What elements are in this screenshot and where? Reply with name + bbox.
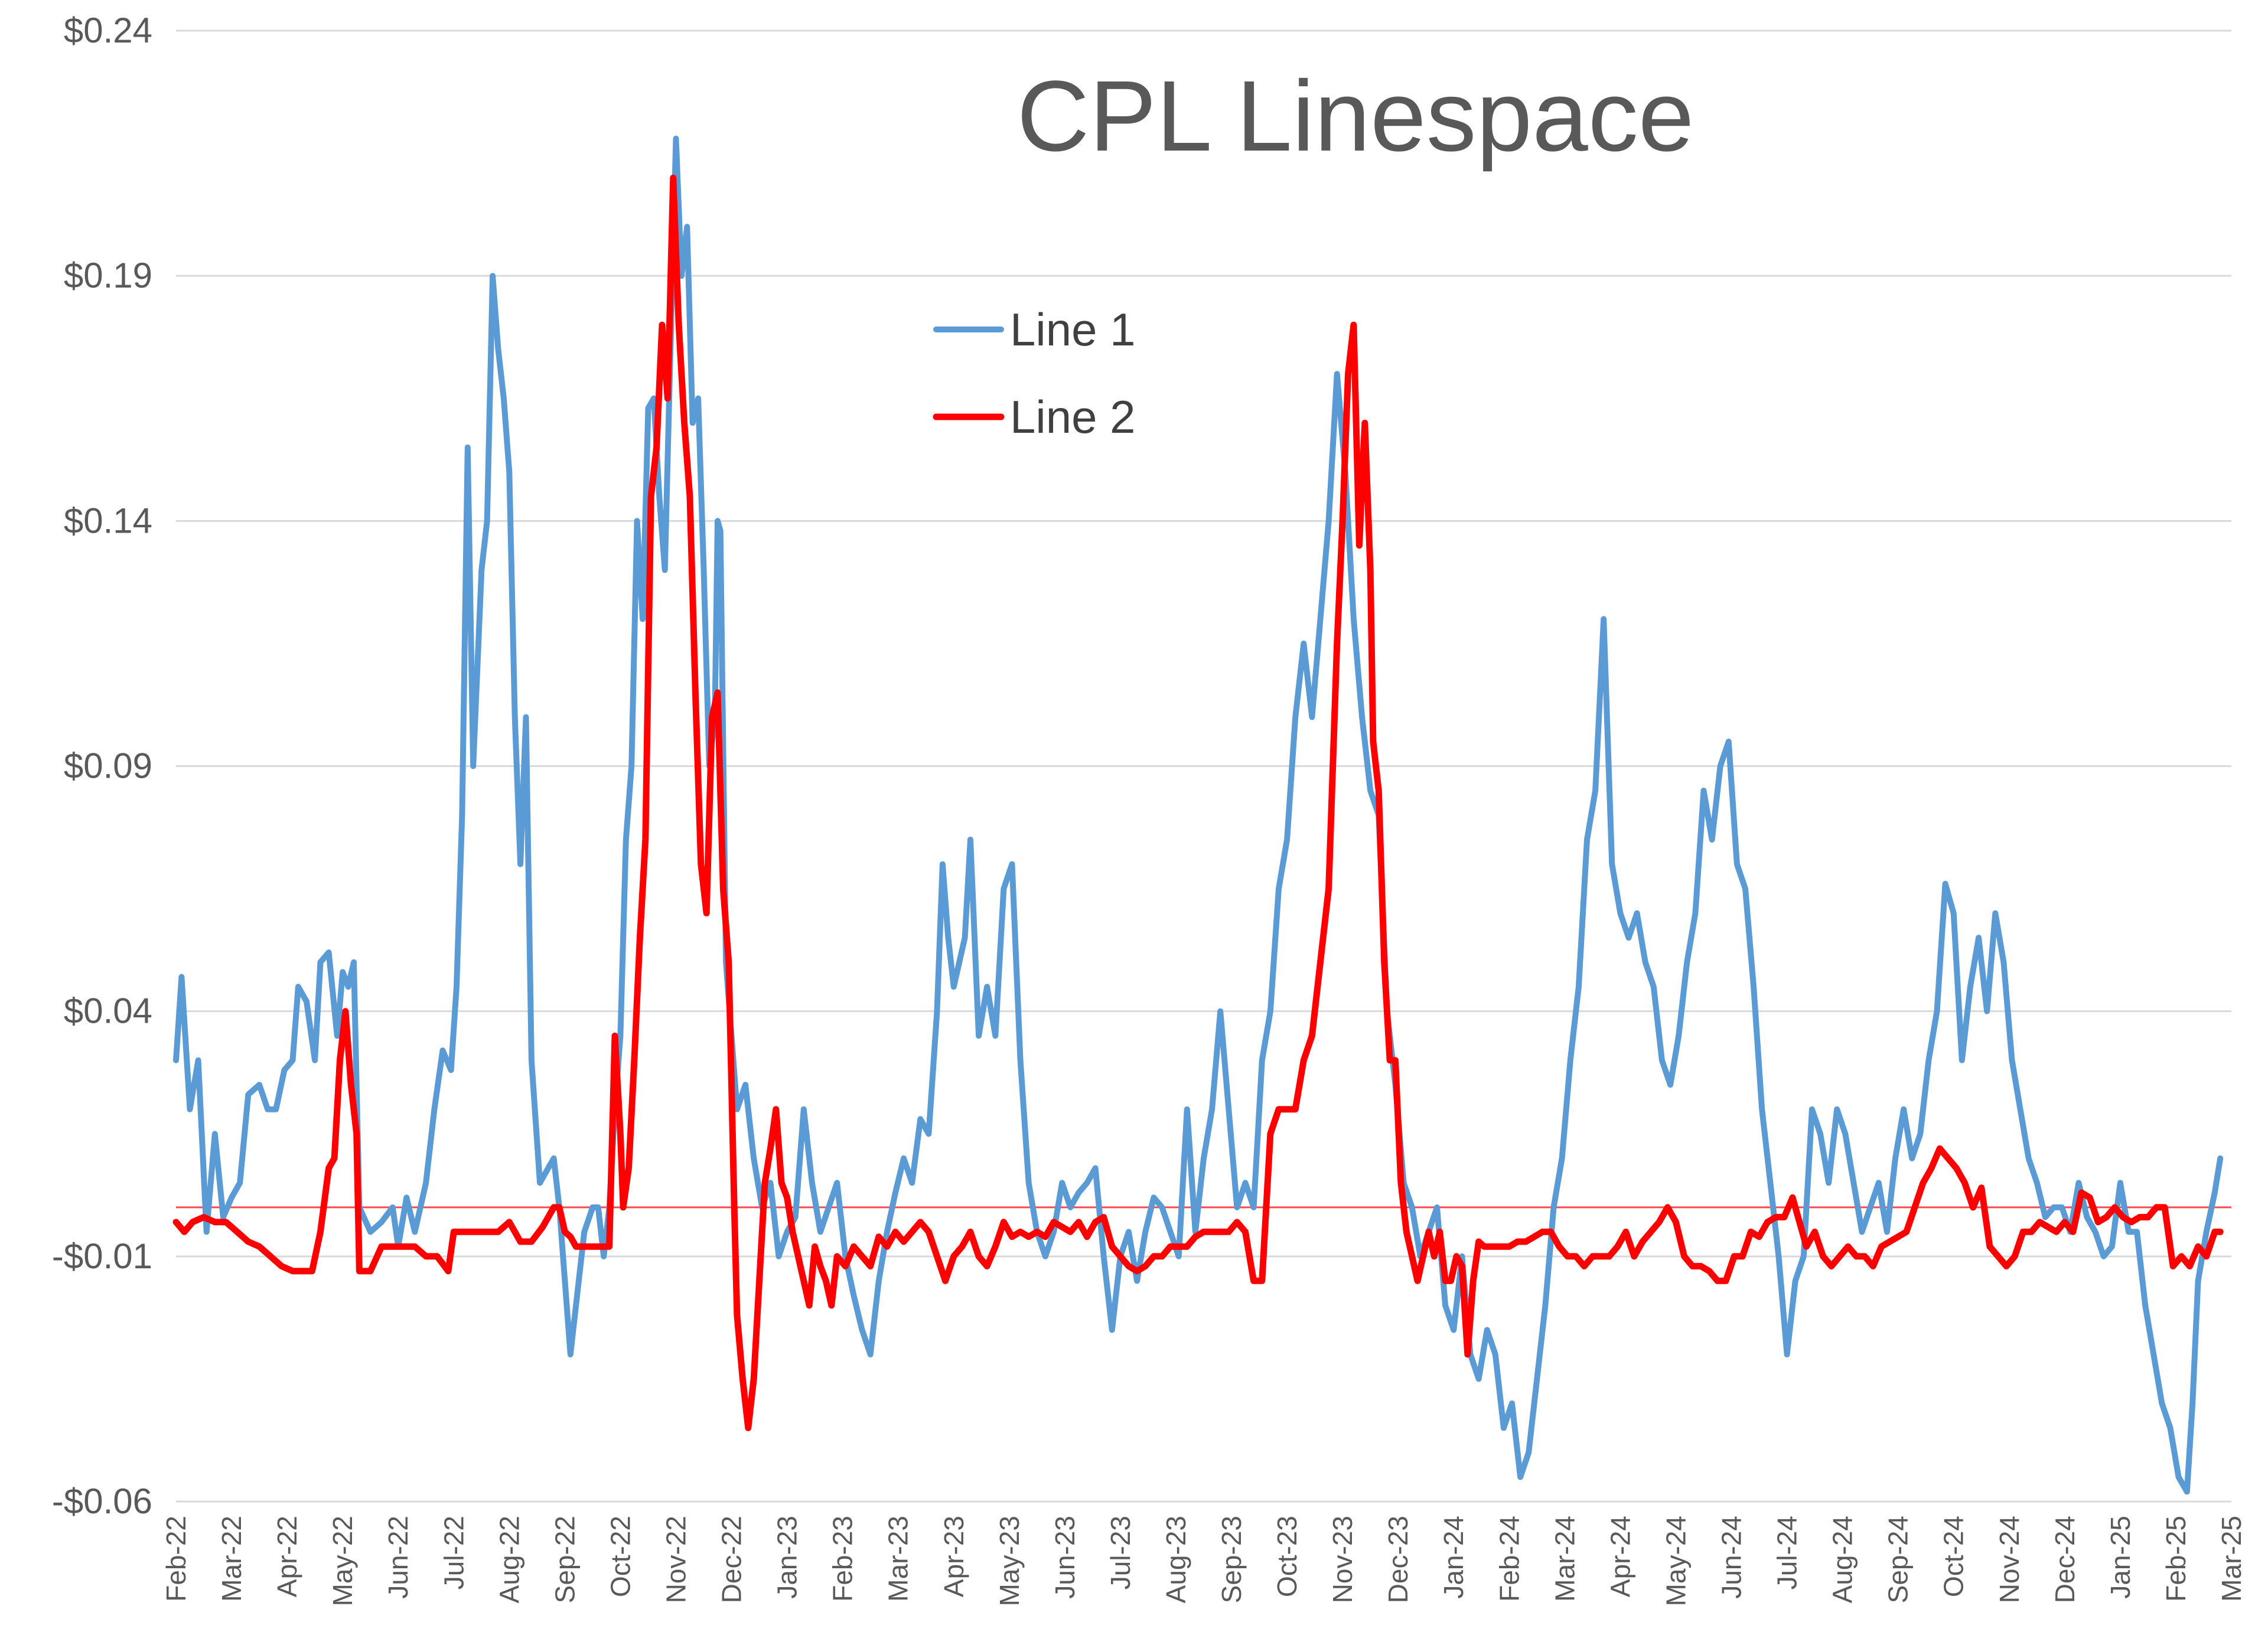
legend: Line 1 Line 2 — [933, 303, 1136, 443]
x-tick-label: Nov-22 — [660, 1516, 691, 1603]
x-tick-label: Feb-24 — [1494, 1516, 1524, 1602]
x-tick-label: Sep-22 — [549, 1516, 580, 1603]
x-tick-label: Dec-22 — [716, 1516, 747, 1603]
x-tick-label: Aug-23 — [1161, 1516, 1191, 1603]
x-tick-label: Jul-24 — [1772, 1516, 1803, 1589]
y-tick-label: -$0.01 — [52, 1236, 152, 1276]
series-layer — [172, 135, 2224, 1495]
x-tick-label: Oct-24 — [1938, 1516, 1969, 1597]
y-tick-label: -$0.06 — [52, 1481, 152, 1521]
x-tick-label: Dec-23 — [1383, 1516, 1413, 1603]
x-tick-label: Feb-23 — [827, 1516, 858, 1602]
x-tick-label: May-23 — [994, 1516, 1025, 1606]
x-tick-label: Nov-23 — [1327, 1516, 1358, 1603]
x-tick-label: Feb-22 — [161, 1516, 191, 1602]
x-tick-label: Jan-24 — [1438, 1516, 1469, 1599]
x-tick-label: Apr-22 — [272, 1516, 302, 1597]
chart-title: CPL Linespace — [1017, 60, 1695, 172]
x-axis-tick-labels: Feb-22 Mar-22 Apr-22 May-22 Jun-22 Jul-22 Aug-… — [161, 1516, 2247, 1606]
x-tick-label: May-22 — [327, 1516, 358, 1606]
x-tick-label: Jun-24 — [1716, 1516, 1747, 1599]
x-tick-label: Oct-22 — [605, 1516, 636, 1597]
x-tick-label: Aug-24 — [1827, 1516, 1858, 1603]
x-tick-label: Dec-24 — [2049, 1516, 2080, 1603]
x-tick-label: Sep-23 — [1216, 1516, 1247, 1603]
y-tick-label: $0.14 — [64, 501, 152, 540]
y-tick-label: $0.24 — [64, 11, 152, 50]
series-line-2 — [172, 174, 2224, 1431]
x-tick-label: Mar-25 — [2216, 1516, 2247, 1602]
x-tick-label: Feb-25 — [2161, 1516, 2191, 1602]
x-tick-label: Mar-23 — [883, 1516, 914, 1602]
series-line-1 — [173, 135, 2224, 1495]
y-tick-label: $0.04 — [64, 991, 152, 1031]
x-tick-label: Aug-22 — [494, 1516, 524, 1603]
x-tick-label: Jan-25 — [2105, 1516, 2136, 1599]
x-tick-label: Jun-23 — [1050, 1516, 1080, 1599]
x-tick-label: Jul-22 — [438, 1516, 469, 1589]
y-tick-label: $0.09 — [64, 746, 152, 786]
x-tick-label: Sep-24 — [1883, 1516, 1914, 1603]
x-tick-label: Jul-23 — [1105, 1516, 1136, 1589]
legend-label-1: Line 1 — [1010, 303, 1136, 355]
x-tick-label: May-24 — [1660, 1516, 1691, 1606]
x-tick-label: Apr-24 — [1605, 1516, 1635, 1597]
legend-label-2: Line 2 — [1010, 391, 1136, 443]
x-tick-label: Jan-23 — [772, 1516, 803, 1599]
x-tick-label: Nov-24 — [1994, 1516, 2025, 1603]
x-tick-label: Oct-23 — [1272, 1516, 1302, 1597]
x-tick-label: Mar-22 — [216, 1516, 247, 1602]
y-tick-label: $0.19 — [64, 256, 152, 295]
x-tick-label: Apr-23 — [939, 1516, 969, 1597]
x-tick-label: Jun-22 — [383, 1516, 413, 1599]
y-axis-tick-labels: $0.24 $0.19 $0.14 $0.09 $0.04 -$0.01 -$0.06 — [52, 11, 152, 1521]
x-tick-label: Mar-24 — [1549, 1516, 1580, 1602]
